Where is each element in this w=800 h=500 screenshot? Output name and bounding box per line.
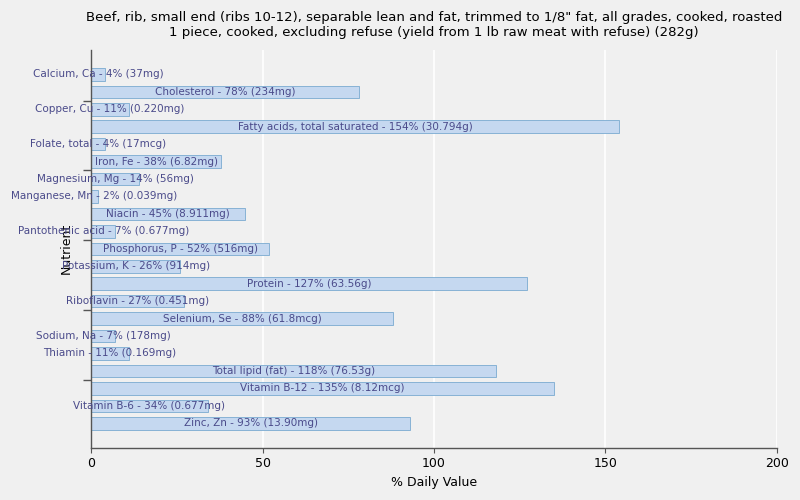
Text: Pantothenic acid - 7% (0.677mg): Pantothenic acid - 7% (0.677mg) bbox=[18, 226, 189, 236]
Bar bbox=[91, 278, 526, 290]
Bar bbox=[91, 400, 208, 412]
Text: Iron, Fe - 38% (6.82mg): Iron, Fe - 38% (6.82mg) bbox=[94, 156, 218, 166]
Text: Manganese, Mn - 2% (0.039mg): Manganese, Mn - 2% (0.039mg) bbox=[11, 192, 178, 202]
Bar bbox=[91, 68, 105, 80]
Bar bbox=[91, 312, 393, 325]
Text: Cholesterol - 78% (234mg): Cholesterol - 78% (234mg) bbox=[154, 87, 295, 97]
Text: Phosphorus, P - 52% (516mg): Phosphorus, P - 52% (516mg) bbox=[102, 244, 258, 254]
Text: Folate, total - 4% (17mcg): Folate, total - 4% (17mcg) bbox=[30, 139, 166, 149]
Bar bbox=[91, 347, 129, 360]
Y-axis label: Nutrient: Nutrient bbox=[59, 223, 72, 274]
Bar bbox=[91, 190, 98, 203]
Text: Calcium, Ca - 4% (37mg): Calcium, Ca - 4% (37mg) bbox=[33, 70, 163, 80]
Bar bbox=[91, 225, 115, 237]
Text: Vitamin B-6 - 34% (0.677mg): Vitamin B-6 - 34% (0.677mg) bbox=[74, 401, 226, 411]
Bar bbox=[91, 364, 496, 377]
Text: Vitamin B-12 - 135% (8.12mcg): Vitamin B-12 - 135% (8.12mcg) bbox=[240, 384, 405, 394]
Bar bbox=[91, 330, 115, 342]
Bar bbox=[91, 242, 270, 255]
Text: Total lipid (fat) - 118% (76.53g): Total lipid (fat) - 118% (76.53g) bbox=[212, 366, 375, 376]
Bar bbox=[91, 120, 619, 133]
Text: Magnesium, Mg - 14% (56mg): Magnesium, Mg - 14% (56mg) bbox=[37, 174, 194, 184]
Text: Riboflavin - 27% (0.451mg): Riboflavin - 27% (0.451mg) bbox=[66, 296, 209, 306]
Bar bbox=[91, 208, 246, 220]
Text: Niacin - 45% (8.911mg): Niacin - 45% (8.911mg) bbox=[106, 209, 230, 219]
Text: Zinc, Zn - 93% (13.90mg): Zinc, Zn - 93% (13.90mg) bbox=[183, 418, 318, 428]
Bar bbox=[91, 295, 184, 308]
Text: Thiamin - 11% (0.169mg): Thiamin - 11% (0.169mg) bbox=[43, 348, 177, 358]
Text: Sodium, Na - 7% (178mg): Sodium, Na - 7% (178mg) bbox=[36, 331, 170, 341]
Bar bbox=[91, 260, 180, 272]
Bar bbox=[91, 138, 105, 150]
Bar bbox=[91, 172, 139, 186]
Title: Beef, rib, small end (ribs 10-12), separable lean and fat, trimmed to 1/8" fat, : Beef, rib, small end (ribs 10-12), separ… bbox=[86, 11, 782, 39]
Text: Protein - 127% (63.56g): Protein - 127% (63.56g) bbox=[246, 278, 371, 288]
Text: Fatty acids, total saturated - 154% (30.794g): Fatty acids, total saturated - 154% (30.… bbox=[238, 122, 473, 132]
Bar bbox=[91, 417, 410, 430]
Bar bbox=[91, 156, 222, 168]
Bar bbox=[91, 382, 554, 394]
Text: Copper, Cu - 11% (0.220mg): Copper, Cu - 11% (0.220mg) bbox=[35, 104, 185, 114]
X-axis label: % Daily Value: % Daily Value bbox=[391, 476, 477, 489]
Bar bbox=[91, 86, 358, 98]
Text: Selenium, Se - 88% (61.8mcg): Selenium, Se - 88% (61.8mcg) bbox=[162, 314, 322, 324]
Bar bbox=[91, 103, 129, 116]
Text: Potassium, K - 26% (914mg): Potassium, K - 26% (914mg) bbox=[62, 262, 210, 272]
